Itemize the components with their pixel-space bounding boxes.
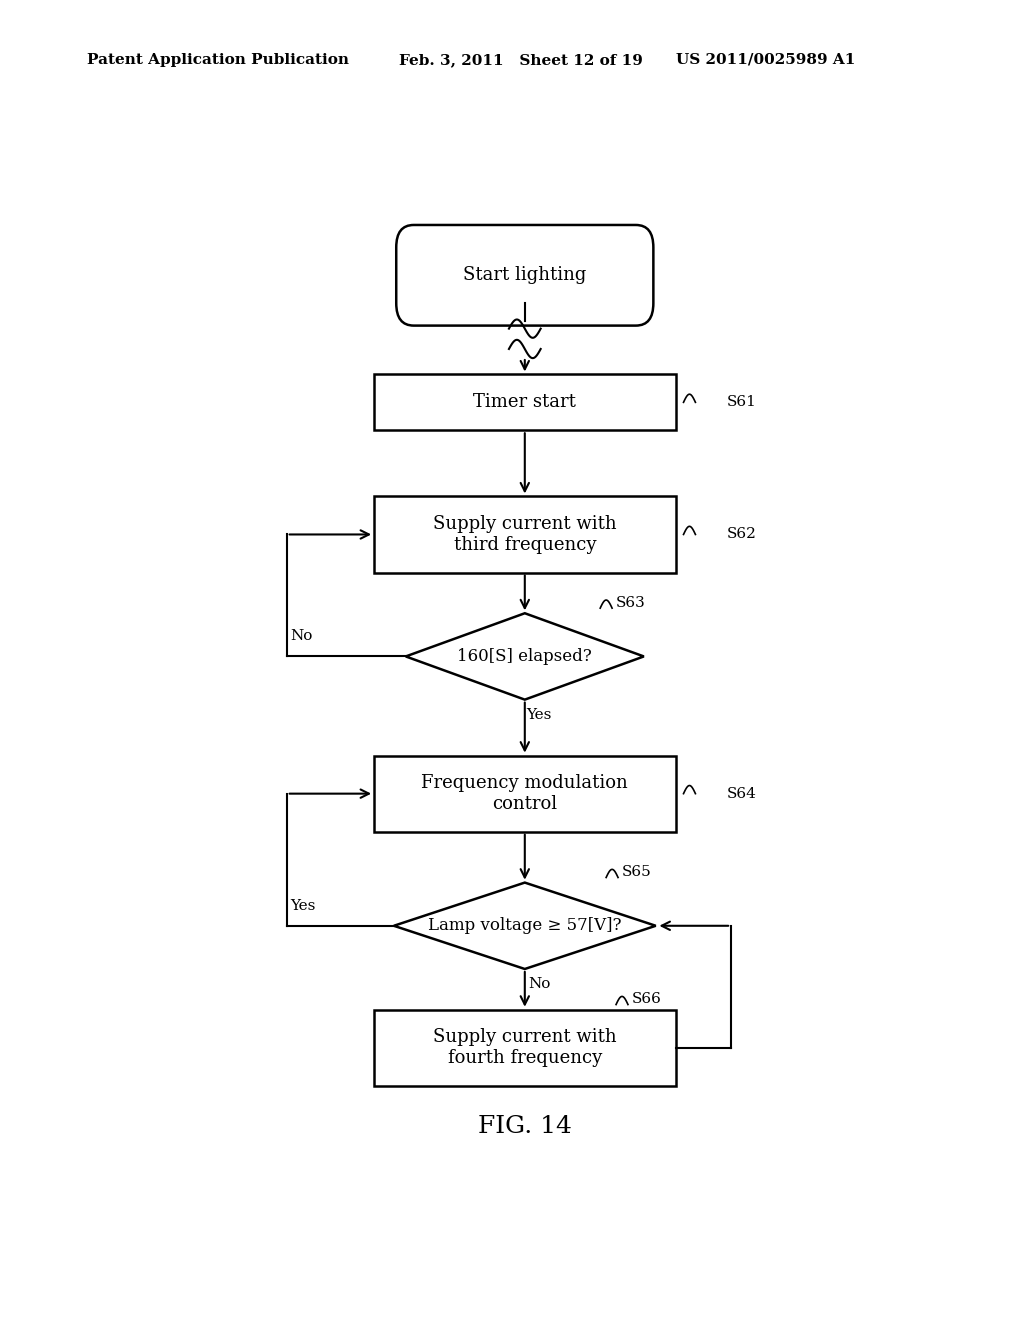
FancyBboxPatch shape bbox=[396, 224, 653, 326]
Bar bbox=[374, 755, 676, 832]
Bar bbox=[374, 496, 676, 573]
Text: S64: S64 bbox=[727, 787, 757, 801]
Bar bbox=[374, 375, 676, 430]
Text: Start lighting: Start lighting bbox=[463, 267, 587, 284]
Text: No: No bbox=[291, 630, 313, 643]
Text: Feb. 3, 2011   Sheet 12 of 19: Feb. 3, 2011 Sheet 12 of 19 bbox=[399, 53, 643, 67]
Text: S63: S63 bbox=[616, 597, 646, 610]
Text: S66: S66 bbox=[632, 993, 662, 1006]
Text: 160[S] elapsed?: 160[S] elapsed? bbox=[458, 648, 592, 665]
Text: S62: S62 bbox=[727, 528, 757, 541]
Text: Timer start: Timer start bbox=[473, 393, 577, 412]
Text: Lamp voltage ≥ 57[V]?: Lamp voltage ≥ 57[V]? bbox=[428, 917, 622, 935]
Text: Frequency modulation
control: Frequency modulation control bbox=[422, 775, 628, 813]
Polygon shape bbox=[394, 883, 655, 969]
Bar bbox=[374, 1010, 676, 1086]
Polygon shape bbox=[406, 614, 644, 700]
Text: S61: S61 bbox=[727, 395, 757, 409]
Text: Yes: Yes bbox=[291, 899, 316, 912]
Text: Yes: Yes bbox=[526, 708, 552, 722]
Text: No: No bbox=[528, 977, 550, 991]
Text: Supply current with
third frequency: Supply current with third frequency bbox=[433, 515, 616, 554]
Text: Supply current with
fourth frequency: Supply current with fourth frequency bbox=[433, 1028, 616, 1067]
Text: US 2011/0025989 A1: US 2011/0025989 A1 bbox=[676, 53, 855, 67]
Text: FIG. 14: FIG. 14 bbox=[478, 1114, 571, 1138]
Text: Patent Application Publication: Patent Application Publication bbox=[87, 53, 349, 67]
Text: S65: S65 bbox=[622, 866, 651, 879]
